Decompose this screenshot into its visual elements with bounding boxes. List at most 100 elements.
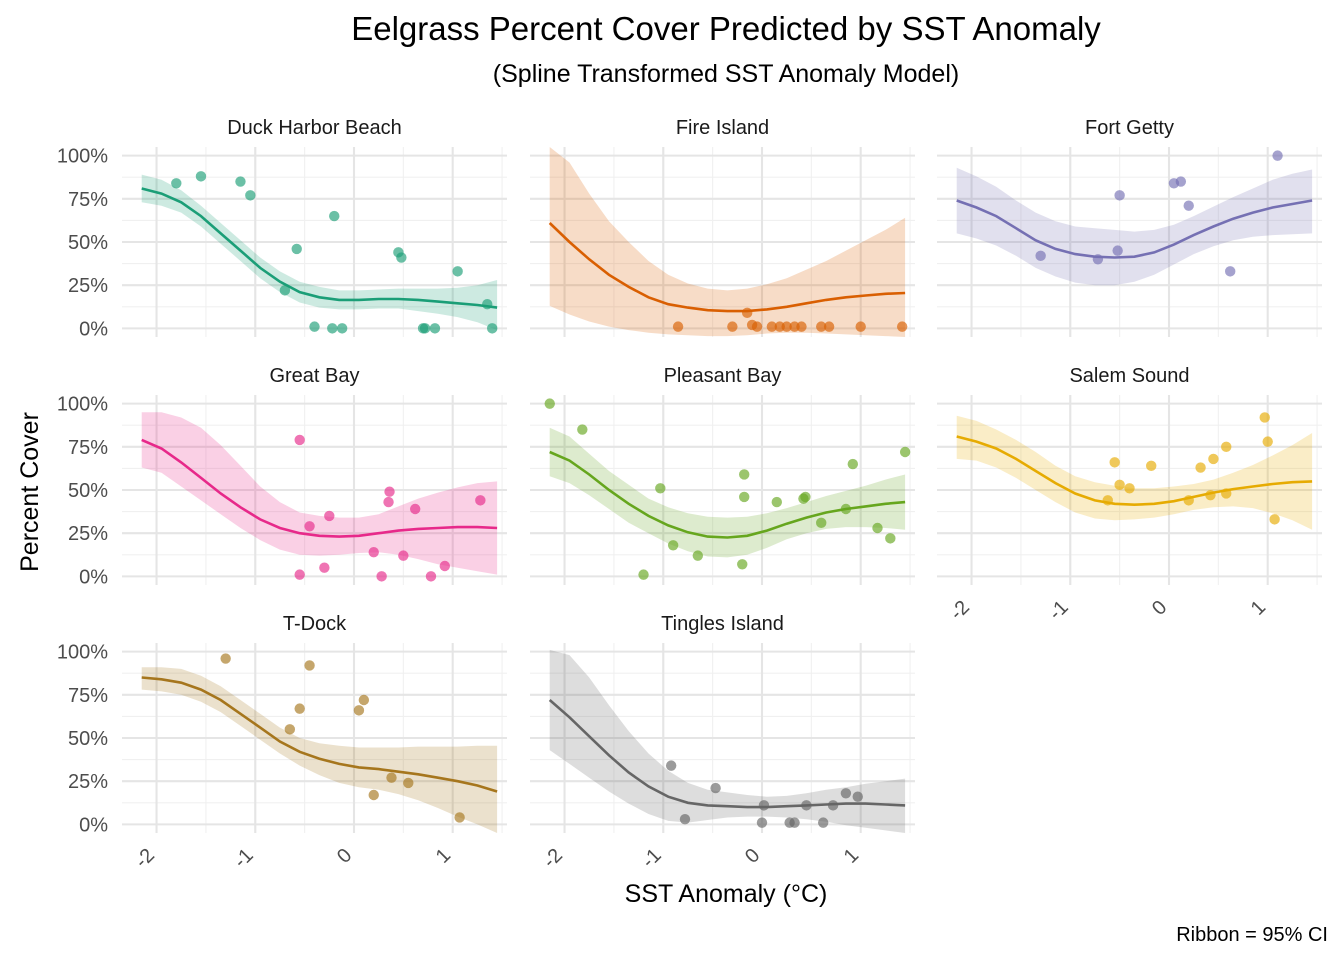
data-point [1221, 488, 1232, 499]
data-point [847, 458, 859, 470]
data-point [1221, 441, 1232, 453]
data-point [544, 398, 555, 409]
x-tick-label: 0 [333, 844, 356, 867]
y-tick-label: 50% [68, 728, 108, 750]
data-point [872, 522, 883, 534]
data-point [1224, 266, 1236, 277]
data-point [294, 703, 305, 714]
data-point [425, 571, 437, 582]
x-tick-label: -2 [131, 844, 159, 872]
data-point [672, 321, 684, 332]
data-point [896, 321, 908, 332]
data-point [1112, 245, 1123, 256]
data-point [751, 321, 763, 332]
facet-panel: Duck Harbor Beach 0% 25% 50% 75% 100% [57, 117, 507, 340]
data-point [403, 777, 414, 789]
data-point [1102, 495, 1113, 506]
data-point [1175, 176, 1187, 187]
x-tick-label: -2 [539, 844, 567, 872]
data-point [665, 760, 677, 771]
data-point [368, 546, 379, 558]
y-tick-label: 75% [68, 685, 108, 707]
strip-label-fire-island: Fire Island [676, 117, 769, 139]
data-point [1035, 250, 1046, 262]
strip-label-fort-getty: Fort Getty [1085, 117, 1174, 139]
data-point [327, 323, 338, 334]
data-point [840, 503, 852, 515]
data-point [195, 171, 207, 182]
data-point [816, 517, 827, 529]
strip-label-tingles-island: Tingles Island [661, 613, 784, 635]
ci-ribbon-salem-sound [956, 415, 1313, 530]
x-tick-label: 0 [1148, 596, 1171, 619]
facet-panel: Pleasant Bay [530, 365, 915, 585]
x-tick-label: 0 [741, 844, 764, 867]
data-point [692, 550, 704, 561]
data-point [386, 772, 397, 783]
data-point [885, 533, 896, 544]
y-tick-label: 75% [68, 189, 108, 211]
data-point [398, 550, 409, 561]
data-point [1183, 200, 1194, 211]
data-point [800, 491, 811, 503]
fit-line-great-bay [141, 438, 498, 538]
data-point [1269, 514, 1280, 525]
data-point [482, 298, 493, 310]
x-tick-label: -1 [230, 844, 258, 872]
data-point [419, 323, 431, 334]
ci-ribbon-pleasant-bay [549, 427, 906, 558]
data-point [245, 190, 256, 201]
y-tick-label: 25% [68, 275, 108, 297]
data-point [304, 660, 315, 671]
y-axis-title: Percent Cover [16, 412, 44, 572]
facet-panel: Salem Sound -2 -1 0 1 [937, 365, 1322, 625]
data-point [279, 285, 291, 296]
data-point [789, 817, 800, 828]
data-point [781, 321, 792, 332]
facet-panel: Fire Island [530, 117, 915, 337]
facet-panel: Great Bay 0% 25% 50% 75% 100% [57, 365, 507, 588]
data-point [336, 323, 348, 334]
data-point [840, 788, 852, 799]
data-point [309, 321, 320, 332]
fit-line-fire-island [548, 222, 906, 313]
y-tick-label: 75% [68, 437, 108, 459]
data-point [383, 496, 394, 508]
y-tick-label: 100% [57, 394, 108, 416]
data-point [439, 560, 451, 572]
y-tick-label: 25% [68, 771, 108, 793]
data-point [710, 782, 721, 794]
x-tick-label: 1 [1247, 596, 1270, 619]
fit-line-tingles-island [548, 699, 906, 809]
data-point [368, 789, 379, 801]
data-point [358, 694, 370, 706]
data-point [852, 791, 863, 802]
data-point [294, 569, 305, 580]
data-point [220, 653, 231, 664]
data-point [899, 446, 911, 458]
data-point [758, 800, 770, 811]
y-tick-label: 50% [68, 232, 108, 254]
data-point [486, 323, 498, 334]
x-tick-label: -1 [1045, 596, 1073, 624]
chart-title: Eelgrass Percent Cover Predicted by SST … [351, 10, 1101, 47]
strip-label-pleasant-bay: Pleasant Bay [664, 365, 782, 387]
fit-line-salem-sound [956, 435, 1313, 507]
data-point [1205, 489, 1216, 501]
data-point [353, 705, 365, 716]
y-tick-label: 100% [57, 642, 108, 664]
data-point [376, 571, 387, 582]
data-point [1195, 462, 1206, 473]
data-point [1262, 436, 1273, 447]
data-point [1092, 254, 1104, 265]
data-point [823, 321, 835, 332]
fit-line-fort-getty [956, 199, 1313, 259]
data-point [475, 495, 486, 506]
data-point [855, 321, 866, 332]
data-point [737, 559, 748, 570]
data-point [329, 210, 340, 222]
data-point [304, 521, 315, 532]
ci-ribbon-great-bay [141, 412, 498, 575]
data-point [284, 724, 296, 735]
